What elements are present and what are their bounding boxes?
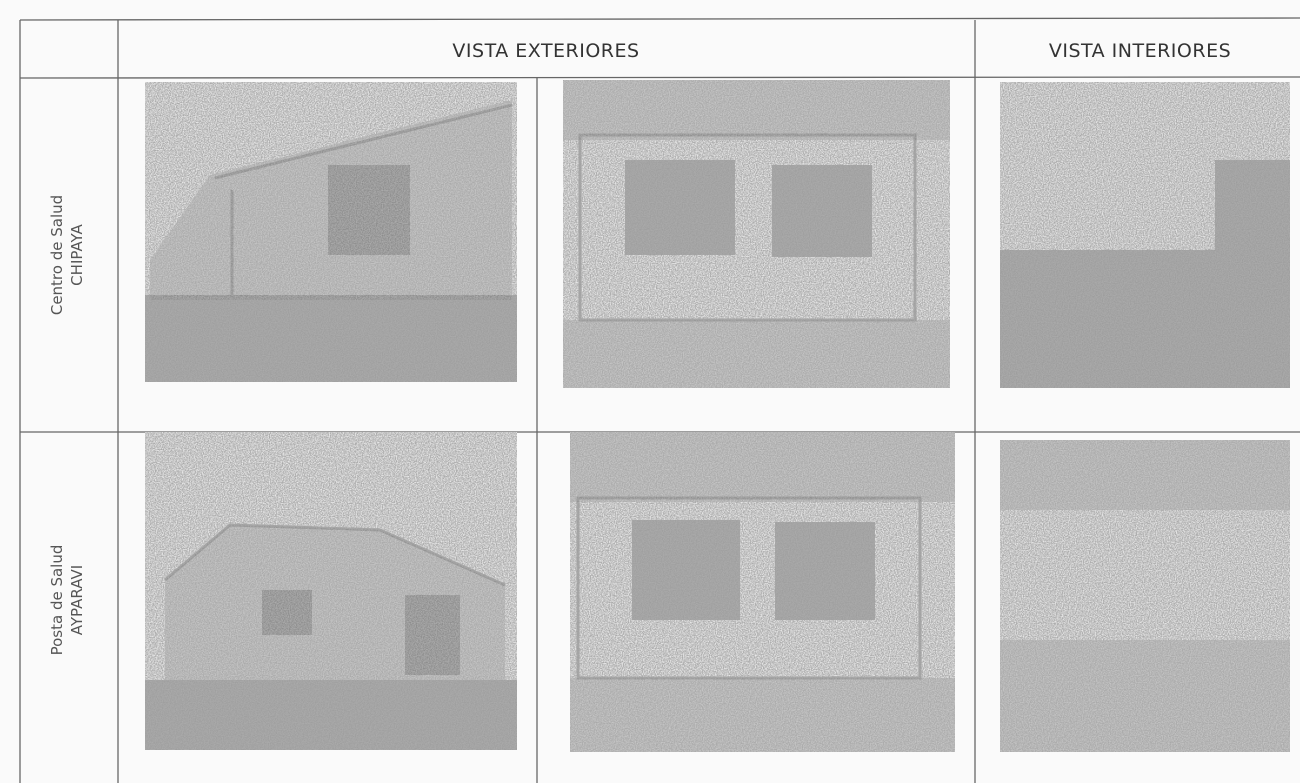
photo bbox=[145, 82, 517, 382]
photo bbox=[145, 432, 517, 750]
row-label: Centro de Salud CHIPAYA bbox=[48, 195, 86, 315]
photo bbox=[563, 80, 950, 388]
photo bbox=[1000, 82, 1290, 388]
row-label-line: AYPARAVI bbox=[68, 565, 86, 635]
row-label-line: CHIPAYA bbox=[68, 223, 86, 285]
photo bbox=[570, 432, 955, 752]
row-label: Posta de Salud AYPARAVI bbox=[48, 545, 86, 656]
header-interiores: VISTA INTERIORES bbox=[1049, 40, 1231, 62]
row-label-line: Posta de Salud bbox=[48, 545, 66, 656]
photo bbox=[1000, 440, 1290, 752]
row-label-line: Centro de Salud bbox=[48, 195, 66, 315]
header-exteriores: VISTA EXTERIORES bbox=[452, 40, 639, 62]
